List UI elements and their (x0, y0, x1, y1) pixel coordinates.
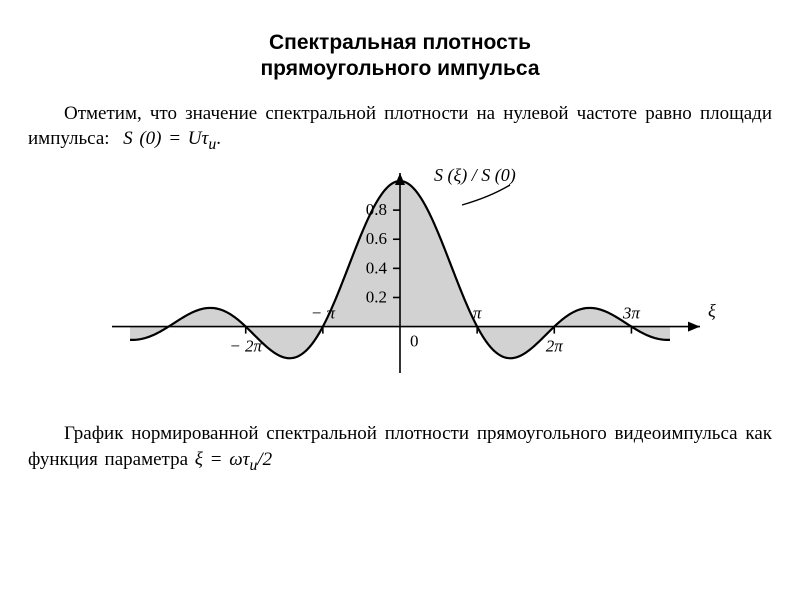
title-line-2: прямоугольного импульса (28, 56, 772, 82)
origin-label: 0 (410, 332, 419, 351)
y-tick-label: 0.4 (366, 259, 388, 278)
y-tick-label: 0.6 (366, 230, 387, 249)
y-tick-label: 0.2 (366, 288, 387, 307)
y-axis-label: S (ξ) / S (0) (434, 165, 516, 186)
x-tick-label: 3π (622, 304, 641, 323)
x-axis-label: ξ (708, 301, 716, 321)
y-axis-arrow-icon (395, 173, 405, 185)
paragraph-1-post: . (216, 128, 221, 149)
x-axis-arrow-icon (688, 322, 700, 332)
caption: График нормированной спектральной плотно… (28, 421, 772, 476)
paragraph-1-formula: S (0) = Uτи (123, 128, 216, 149)
caption-formula: ξ = ωτи/2 (195, 449, 272, 470)
title-line-1: Спектральная плотность (28, 30, 772, 56)
sinc-svg: 0.20.40.60.8− 2π− ππ2π3π0ξS (ξ) / S (0) (70, 163, 730, 413)
caption-text: График нормированной спектральной плотно… (28, 423, 772, 470)
leader-line-icon (462, 185, 510, 205)
page-title: Спектральная плотность прямоугольного им… (28, 30, 772, 83)
x-tick-label: 2π (546, 337, 564, 356)
paragraph-1: Отметим, что значение спектральной плотн… (28, 101, 772, 156)
sinc-chart: 0.20.40.60.8− 2π− ππ2π3π0ξS (ξ) / S (0) (28, 163, 772, 413)
